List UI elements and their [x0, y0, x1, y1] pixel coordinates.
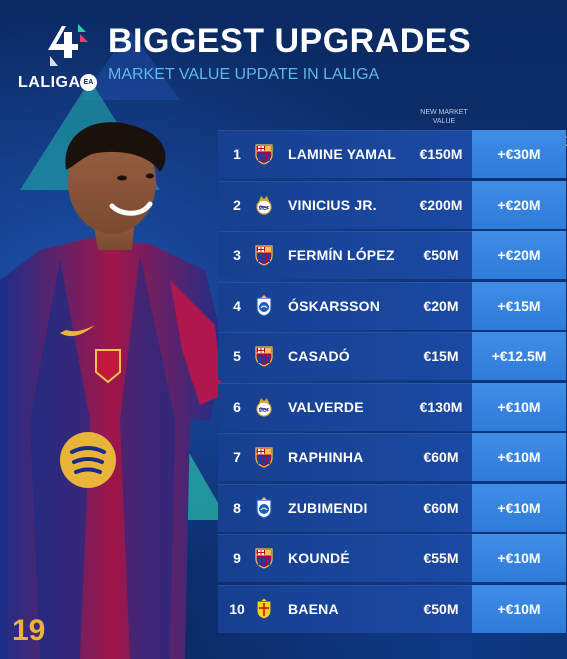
rank-number: 7 [233, 449, 241, 466]
player-name: ZUBIMENDI [288, 499, 368, 516]
real-sociedad-crest-icon [254, 496, 274, 519]
laliga-wordmark: LALIGA [18, 74, 81, 91]
rank-number: 2 [233, 196, 241, 213]
table-row: 1 LAMINE YAMAL €150M +€30M [218, 130, 566, 178]
difference-cell [472, 433, 566, 482]
player-photo: 19 [0, 122, 225, 659]
barcelona-crest-icon [254, 143, 274, 165]
svg-text:MCF: MCF [259, 206, 270, 212]
value-difference: +€15M [497, 297, 541, 314]
table-row: 7 RAPHINHA €60M +€10M [218, 433, 566, 482]
player-name: VALVERDE [288, 398, 364, 415]
value-difference: +€30M [497, 146, 541, 162]
real-madrid-crest-icon: MCF [254, 396, 274, 418]
rank-number: 6 [233, 398, 241, 415]
column-header-market-value: NEW MARKET VALUE [420, 109, 468, 125]
market-value: €60M [423, 449, 459, 466]
difference-cell [472, 534, 566, 583]
player-name: FERMÍN LÓPEZ [288, 247, 395, 264]
rank-number: 5 [233, 348, 241, 365]
value-difference: +€10M [497, 449, 541, 466]
rank-number: 8 [233, 499, 241, 516]
player-name: RAPHINHA [288, 449, 364, 466]
table-row: 8 ZUBIMENDI €60M +€10M [218, 483, 566, 532]
value-difference: +€10M [497, 550, 541, 567]
player-name: LAMINE YAMAL [288, 146, 397, 162]
table-row: 3 FERMÍN LÓPEZ €50M +€20M [218, 231, 566, 280]
page-title: BIGGEST UPGRADES [108, 22, 472, 60]
player-name: CASADÓ [288, 348, 350, 365]
table-row: 9 KOUNDÉ €55M +€10M [218, 534, 566, 583]
difference-cell [472, 180, 566, 229]
market-value: €60M [423, 499, 459, 516]
table-row: 6 MCF VALVERDE €130M +€10M [218, 382, 566, 431]
market-value: €50M [423, 247, 459, 264]
difference-cell [472, 483, 566, 532]
difference-cell [472, 332, 566, 381]
table-row: 5 CASADÓ €15M +€12.5M [218, 332, 566, 381]
barcelona-crest-icon [254, 244, 274, 266]
difference-cell [472, 130, 566, 178]
real-madrid-crest-icon: MCF [254, 194, 274, 216]
market-value: €200M [419, 196, 463, 213]
barcelona-crest-icon [254, 547, 274, 570]
rank-number: 3 [233, 247, 241, 264]
rank-number: 1 [233, 146, 241, 162]
market-value: €50M [423, 600, 459, 617]
player-name: KOUNDÉ [288, 550, 350, 567]
rank-number: 9 [233, 550, 241, 567]
market-value: €130M [419, 398, 463, 415]
ea-badge: EA [80, 74, 97, 91]
value-difference: +€10M [497, 600, 541, 617]
value-difference: +€20M [497, 196, 541, 213]
player-number: 19 [12, 614, 45, 647]
laliga-mark-icon [48, 24, 88, 66]
player-name: BAENA [288, 600, 339, 617]
value-difference: +€10M [497, 398, 541, 415]
market-value: €55M [423, 550, 459, 567]
table-row: 10 BAENA €50M +€10M [218, 584, 566, 633]
barcelona-crest-icon [254, 345, 274, 367]
villarreal-crest-icon [254, 597, 274, 620]
market-value: €15M [423, 348, 459, 365]
value-difference: +€20M [497, 247, 541, 264]
table-row: 2 MCF VINICIUS JR. €200M +€20M [218, 180, 566, 229]
rank-number: 10 [229, 600, 245, 617]
market-value: €150M [419, 146, 463, 162]
market-value: €20M [423, 297, 459, 314]
player-name: VINICIUS JR. [288, 196, 377, 213]
difference-cell [472, 584, 566, 633]
value-difference: +€12.5M [491, 348, 547, 365]
table-row: 4 ÓSKARSSON €20M +€15M [218, 281, 566, 330]
laliga-logo: LALIGA EA [14, 22, 104, 97]
difference-cell [472, 231, 566, 280]
rank-number: 4 [233, 297, 241, 314]
page-subtitle: MARKET VALUE UPDATE IN LALIGA [108, 66, 380, 83]
svg-text:MCF: MCF [259, 408, 270, 414]
difference-cell [472, 382, 566, 431]
ranking-table: 1 LAMINE YAMAL €150M +€30M 2 MCF VINICIUS JR. €… [218, 130, 566, 635]
player-name: ÓSKARSSON [288, 297, 381, 314]
real-sociedad-crest-icon [254, 294, 274, 317]
difference-cell [472, 281, 566, 330]
barcelona-crest-icon [254, 446, 274, 468]
value-difference: +€10M [497, 499, 541, 516]
